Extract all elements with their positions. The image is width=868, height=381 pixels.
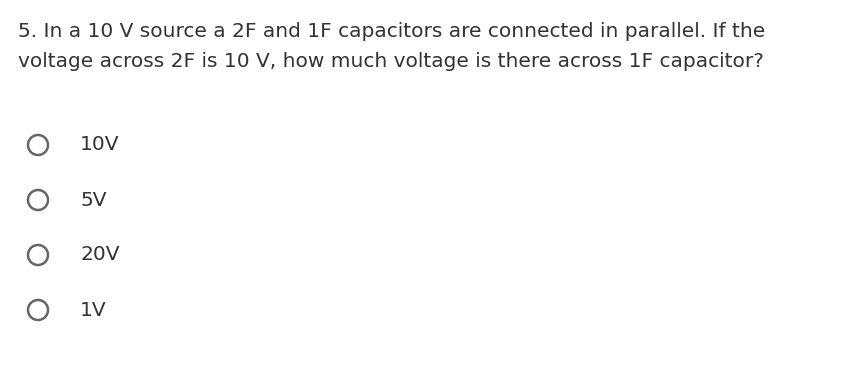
Text: 20V: 20V <box>80 245 120 264</box>
Text: 10V: 10V <box>80 136 120 155</box>
Text: 5. In a 10 V source a 2F and 1F capacitors are connected in parallel. If the: 5. In a 10 V source a 2F and 1F capacito… <box>18 22 766 41</box>
Text: 5V: 5V <box>80 190 107 210</box>
Text: voltage across 2F is 10 V, how much voltage is there across 1F capacitor?: voltage across 2F is 10 V, how much volt… <box>18 52 764 71</box>
Text: 1V: 1V <box>80 301 107 320</box>
